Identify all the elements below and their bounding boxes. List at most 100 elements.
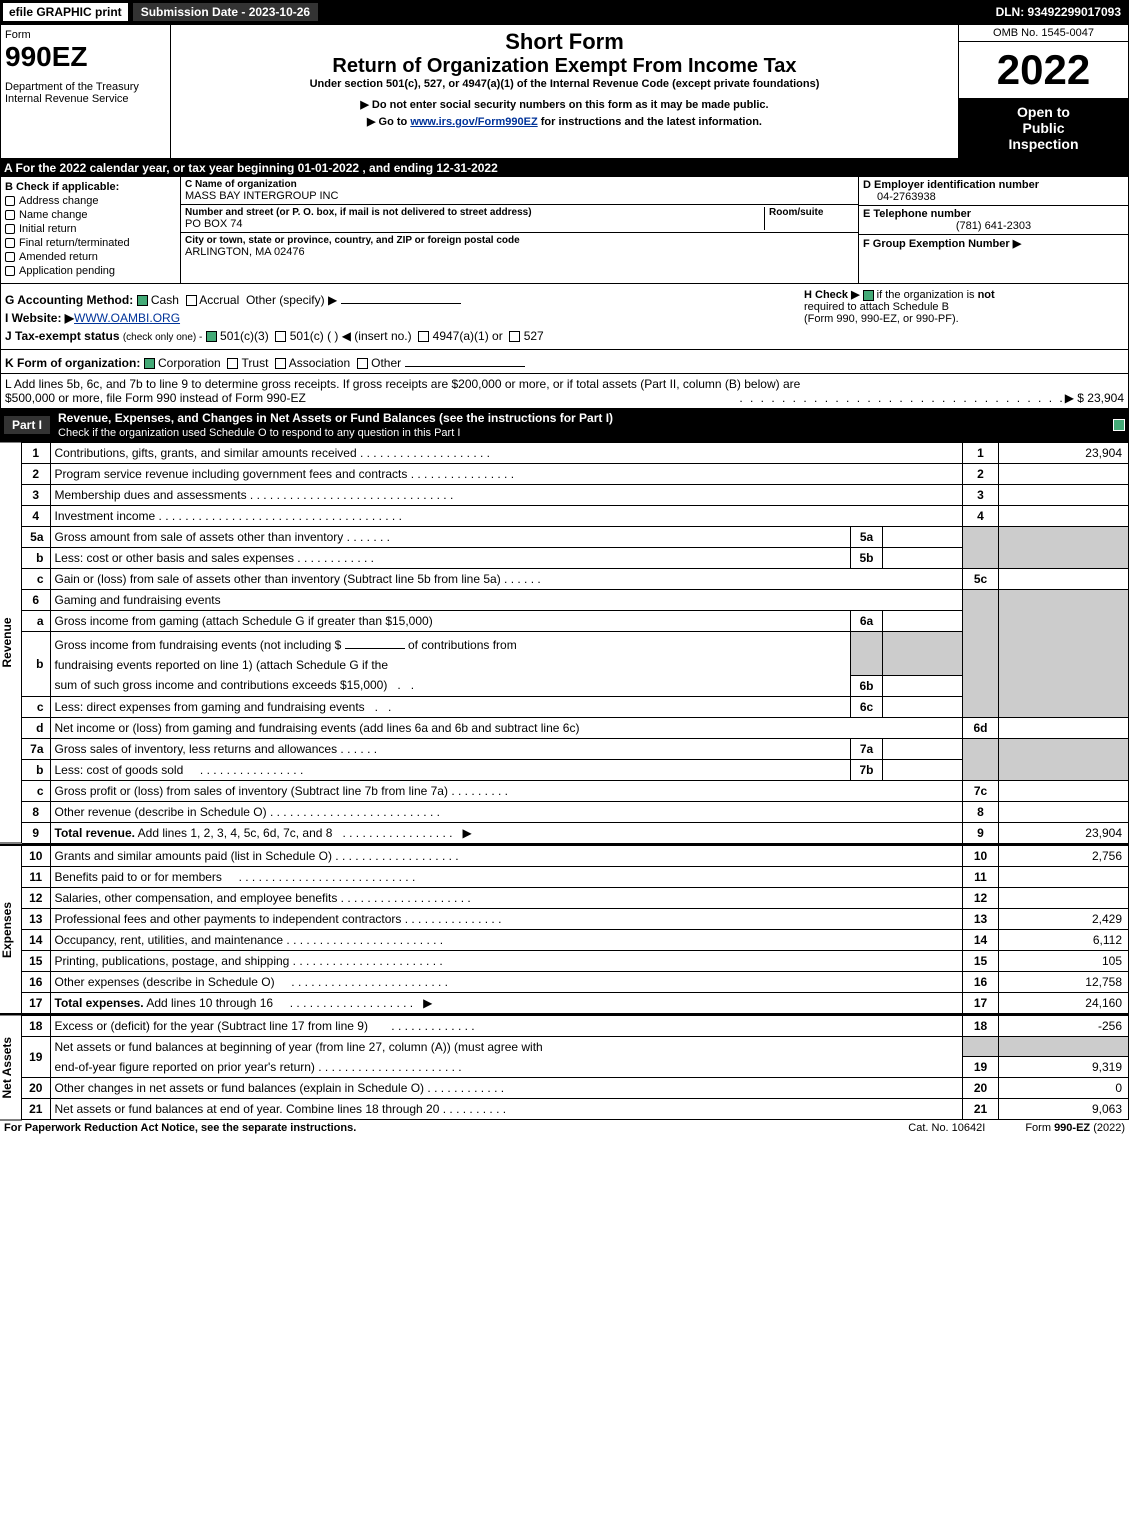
chk-initial-return[interactable]: Initial return [5,223,176,235]
b-label: B Check if applicable: [5,181,176,193]
line-11: 11Benefits paid to or for members . . . … [22,866,1129,887]
title-short-form: Short Form [175,29,954,55]
accounting-method: G Accounting Method: Cash Accrual Other … [5,288,804,309]
irs: Internal Revenue Service [5,93,166,105]
row-a-calendar-year: A For the 2022 calendar year, or tax yea… [0,159,1129,177]
fundraising-amount-input[interactable] [345,635,405,649]
line-13: 13Professional fees and other payments t… [22,908,1129,929]
group-exemption-label: F Group Exemption Number ▶ [863,237,1124,250]
chk-application-pending[interactable]: Application pending [5,265,176,277]
netassets-table: 18Excess or (deficit) for the year (Subt… [22,1015,1129,1121]
h-txt1: if the organization is [877,289,978,301]
pub-line1: Open to [963,104,1124,120]
revenue-section: Revenue 1Contributions, gifts, grants, a… [0,441,1129,844]
part1-schedule-o-check[interactable] [1113,419,1125,431]
col-d-identifiers: D Employer identification number 04-2763… [858,177,1128,283]
col-b-checkboxes: B Check if applicable: Address change Na… [1,177,181,283]
netassets-vlabel: Net Assets [0,1015,22,1121]
subtitle: Under section 501(c), 527, or 4947(a)(1)… [175,78,954,90]
part1-title: Revenue, Expenses, and Changes in Net As… [58,411,613,425]
part1-header: Part I Revenue, Expenses, and Changes in… [0,409,1129,441]
chk-4947[interactable] [418,331,429,342]
line-5c: cGain or (loss) from sale of assets othe… [22,569,1129,590]
other-input[interactable] [341,290,461,304]
line-19-2: end-of-year figure reported on prior yea… [22,1057,1129,1078]
chk-trust[interactable] [227,358,238,369]
section-bcd: B Check if applicable: Address change Na… [0,177,1129,284]
expenses-vlabel: Expenses [0,845,22,1014]
tel-value: (781) 641-2303 [863,220,1124,232]
chk-501c[interactable] [275,331,286,342]
tel-label: E Telephone number [863,208,1124,220]
checkbox-icon [5,224,15,234]
street-value: PO BOX 74 [185,218,764,230]
h-not: not [978,289,995,301]
part1-sub: Check if the organization used Schedule … [58,427,460,439]
checkbox-icon [5,266,15,276]
checkbox-icon [5,238,15,248]
link-post: for instructions and the latest informat… [538,116,762,128]
tax-year: 2022 [959,42,1128,98]
submission-date: Submission Date - 2023-10-26 [133,3,318,21]
chk-label: Final return/terminated [19,237,130,249]
section-k: K Form of organization: Corporation Trus… [0,350,1129,374]
other-org-label: Other [371,356,401,370]
title-return: Return of Organization Exempt From Incom… [175,55,954,78]
l-501c: 501(c) ( ) ◀ (insert no.) [290,329,412,343]
omb-number: OMB No. 1545-0047 [959,25,1128,42]
chk-association[interactable] [275,358,286,369]
chk-amended-return[interactable]: Amended return [5,251,176,263]
chk-501c3[interactable] [206,331,217,342]
pub-line3: Inspection [963,136,1124,152]
dln: DLN: 93492299017093 [996,5,1127,19]
street-label: Number and street (or P. O. box, if mail… [185,207,764,218]
expenses-table: 10Grants and similar amounts paid (list … [22,845,1129,1014]
chk-address-change[interactable]: Address change [5,195,176,207]
chk-schedule-b[interactable] [863,290,874,301]
checkbox-icon [5,252,15,262]
expenses-section: Expenses 10Grants and similar amounts pa… [0,844,1129,1014]
ein-value: 04-2763938 [863,191,1124,203]
chk-corporation[interactable] [144,358,155,369]
line-19-1: 19Net assets or fund balances at beginni… [22,1036,1129,1057]
form-header: Form 990EZ Department of the Treasury In… [0,24,1129,159]
line-6: 6Gaming and fundraising events [22,590,1129,611]
dept: Department of the Treasury [5,81,166,93]
line-8: 8Other revenue (describe in Schedule O) … [22,801,1129,822]
revenue-table: 1Contributions, gifts, grants, and simil… [22,442,1129,844]
section-l: L Add lines 5b, 6c, and 7b to line 9 to … [0,374,1129,409]
paperwork-notice: For Paperwork Reduction Act Notice, see … [4,1122,356,1134]
l-501c3: 501(c)(3) [220,329,269,343]
part1-label: Part I [4,416,50,434]
irs-link[interactable]: www.irs.gov/Form990EZ [410,116,537,128]
line-15: 15Printing, publications, postage, and s… [22,950,1129,971]
line-5a: 5aGross amount from sale of assets other… [22,527,1129,548]
chk-cash[interactable] [137,295,148,306]
topbar: efile GRAPHIC print Submission Date - 20… [0,0,1129,24]
section-h: H Check ▶ if the organization is not req… [804,288,1124,345]
chk-accrual[interactable] [186,295,197,306]
line-16: 16Other expenses (describe in Schedule O… [22,971,1129,992]
line-12: 12Salaries, other compensation, and empl… [22,887,1129,908]
public-inspection-badge: Open to Public Inspection [959,98,1128,158]
j-label: J Tax-exempt status [5,329,120,343]
header-right: OMB No. 1545-0047 2022 Open to Public In… [958,25,1128,158]
assoc-label: Association [289,356,350,370]
other-org-input[interactable] [405,353,525,367]
ein-label: D Employer identification number [863,179,1124,191]
city-label: City or town, state or province, country… [185,235,854,246]
netassets-section: Net Assets 18Excess or (deficit) for the… [0,1014,1129,1121]
cat-no: Cat. No. 10642I [908,1122,985,1134]
revenue-vlabel: Revenue [0,442,22,844]
checkbox-icon [5,210,15,220]
efile-print-button[interactable]: efile GRAPHIC print [2,2,129,22]
chk-name-change[interactable]: Name change [5,209,176,221]
col-c-org-info: C Name of organization MASS BAY INTERGRO… [181,177,858,283]
chk-527[interactable] [509,331,520,342]
chk-final-return[interactable]: Final return/terminated [5,237,176,249]
chk-other-org[interactable] [357,358,368,369]
l-4947: 4947(a)(1) or [433,329,503,343]
website-link[interactable]: WWW.OAMBI.ORG [74,311,180,325]
ssn-warning: ▶ Do not enter social security numbers o… [175,98,954,111]
org-name: MASS BAY INTERGROUP INC [185,190,854,202]
